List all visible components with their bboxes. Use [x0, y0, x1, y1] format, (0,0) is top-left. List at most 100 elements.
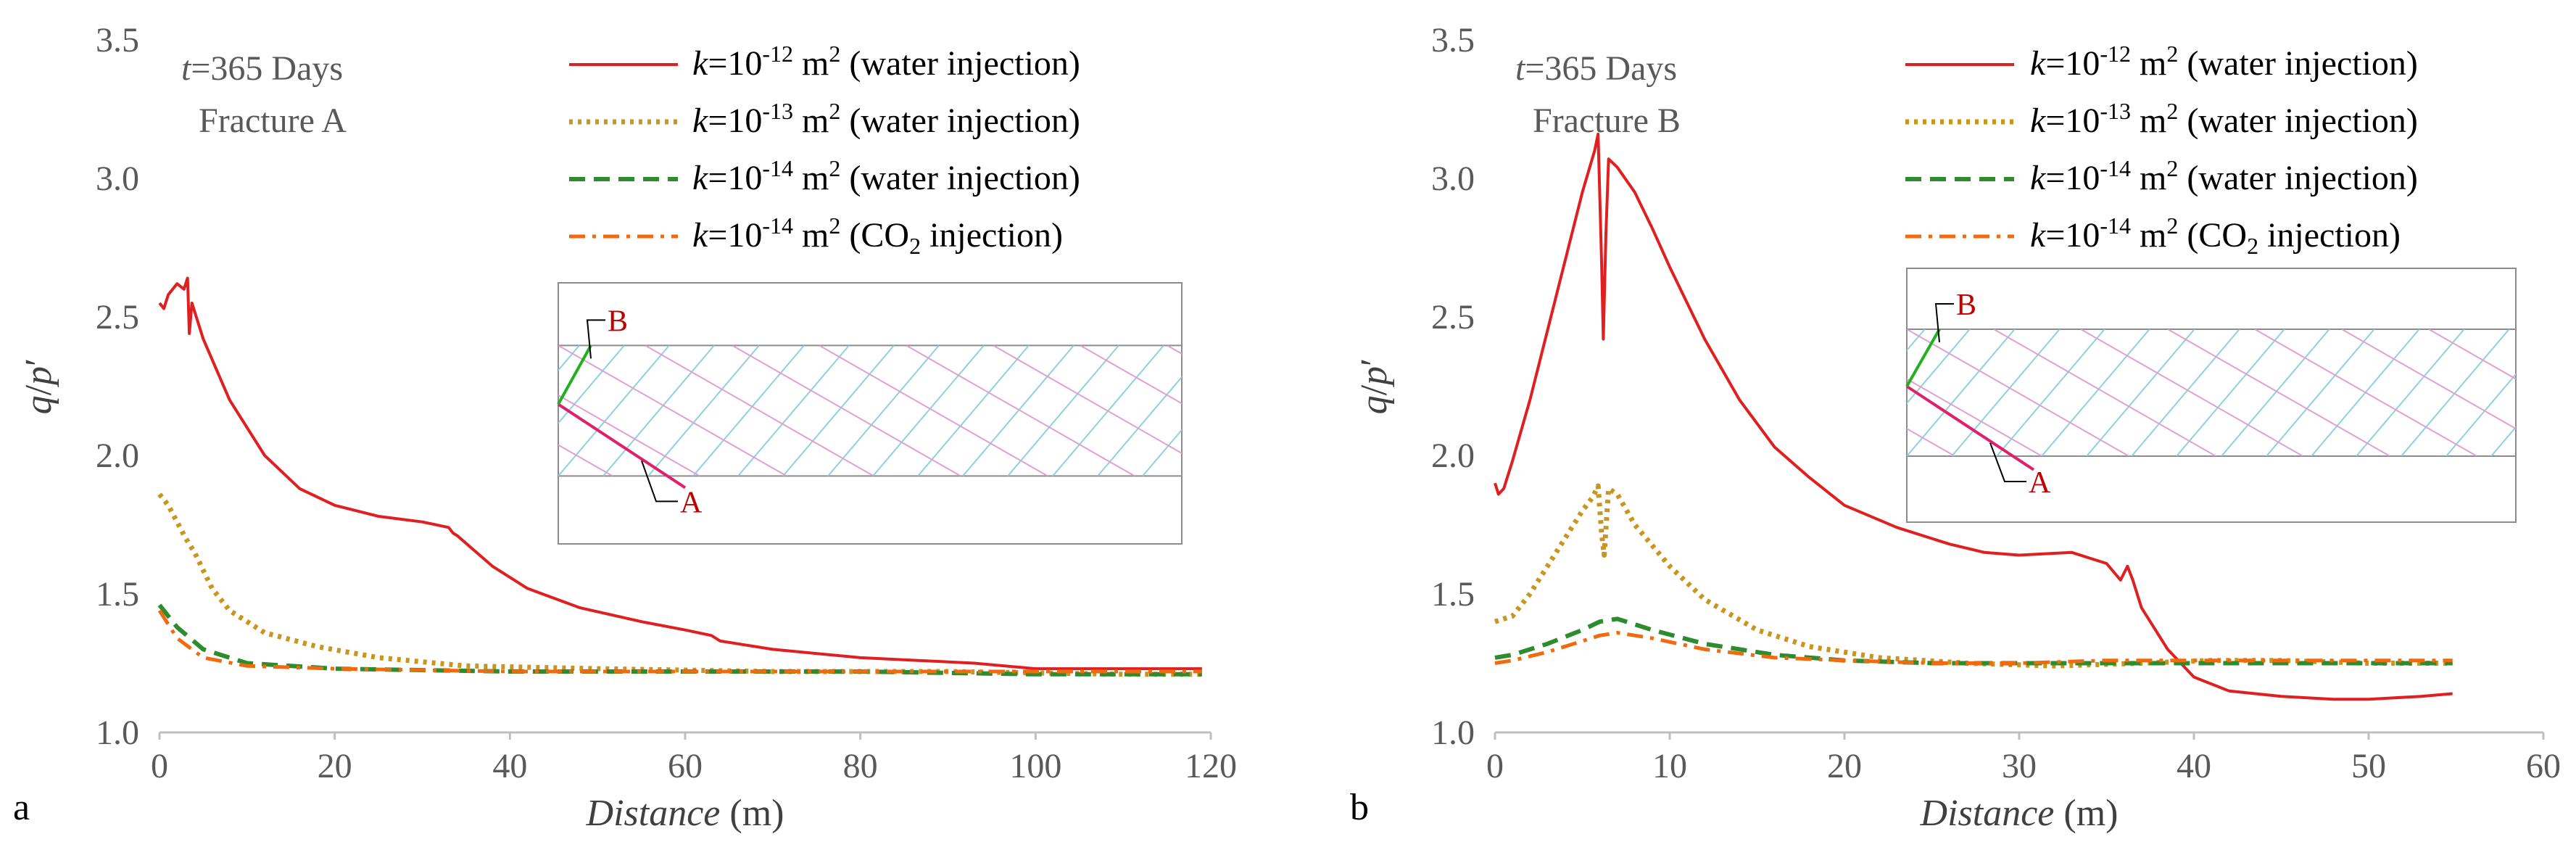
y-axis-title: q/p′ [1354, 358, 1395, 415]
hatch-line-set1 [737, 345, 850, 476]
legend-exponent: -12 [2100, 41, 2131, 67]
y-axis-title: q/p′ [18, 358, 59, 415]
hatch-line-set2 [993, 345, 1182, 455]
hatch-line-set1 [2221, 329, 2330, 456]
hatch-line-set1 [692, 345, 805, 476]
x-axis-title-var: Distance [586, 793, 721, 834]
hatch-line-set1 [647, 345, 760, 476]
hatch-line-set1 [423, 345, 534, 476]
x-tick-label: 40 [2177, 747, 2211, 785]
hatch-line-set2 [1515, 345, 1744, 476]
fracture-annotation: Fracture A [199, 102, 347, 140]
space [2054, 793, 2063, 834]
legend-exponent: -14 [2100, 212, 2131, 239]
hatch-line-set1 [917, 345, 1030, 476]
y-axis-title-q: q [18, 395, 59, 414]
legend-k: k [692, 216, 709, 255]
x-axis-title: Distance (m) [1920, 793, 2119, 834]
hatch-line-set1 [1951, 329, 2061, 456]
legend-k: k [692, 102, 709, 140]
callout-b [1934, 303, 1954, 343]
y-axis-title-p: p [1354, 366, 1395, 388]
legend-exponent: -13 [762, 98, 793, 124]
legend-base: =10 [2045, 44, 2100, 83]
y-axis-title-prime: ′ [18, 358, 59, 366]
x-tick-label: 20 [318, 747, 352, 785]
hatch-line-set2 [2167, 329, 2390, 456]
legend-desc: (water injection) [2178, 44, 2418, 83]
panel-letter: a [13, 787, 30, 828]
x-tick-label: 20 [1827, 747, 1862, 785]
x-tick-label: 0 [1486, 747, 1504, 785]
legend-unit: m [2131, 102, 2166, 140]
inset-label-b: B [1956, 289, 1976, 322]
hatch-line-set1 [2266, 329, 2375, 456]
hatch-line-set2 [2254, 329, 2477, 456]
panel-a: 1.01.52.02.53.03.50 20 40 60 80 100 120Distanc… [13, 21, 1918, 834]
legend-unit: m [793, 44, 829, 83]
hatch-line-set1 [558, 345, 580, 372]
hatch-line-set2 [1646, 329, 1868, 456]
hatch-line-set1 [1996, 329, 2105, 456]
hatch-line-set1 [1727, 329, 1835, 456]
legend-subscript: 2 [909, 233, 921, 259]
y-axis-title-p: p [18, 366, 59, 388]
hatch-line-set1 [2445, 373, 2516, 456]
legend-exponent: -13 [2100, 98, 2131, 124]
y-tick-label: 1.0 [1431, 714, 1475, 752]
legend-desc: (water injection) [2178, 102, 2418, 140]
y-axis-title-q: q [1354, 395, 1395, 414]
hatch-line-set1 [2490, 426, 2516, 456]
fracture-a-line [1905, 385, 2035, 471]
legend-desc-end: injection) [2258, 216, 2401, 255]
series-line-1 [1494, 132, 2453, 701]
legend-desc: (water injection) [840, 44, 1080, 83]
callout-b [586, 319, 605, 359]
legend-k: k [692, 159, 709, 197]
hatch-line-set1 [2356, 329, 2465, 456]
hatch-line-set2 [1907, 378, 2042, 456]
hatch-line-set1 [1233, 345, 1343, 476]
legend-k: k [2030, 216, 2047, 255]
legend-label-1: k=10-12 m2 (water injection) [692, 41, 1080, 83]
legend-unit-exponent: 2 [2166, 155, 2178, 181]
inset-label-a: A [2029, 466, 2051, 500]
time-annotation: t=365 Days [1515, 49, 1677, 88]
hatch-line-set1 [1007, 345, 1119, 476]
hatch-line-set1 [1502, 345, 1613, 476]
callout-a [641, 460, 678, 503]
x-tick-label: 60 [2526, 747, 2561, 785]
x-tick-label: 100 [1009, 747, 1061, 785]
hatch-line-set1 [2131, 329, 2240, 456]
legend-exponent: -12 [762, 41, 793, 67]
hatch-line-set1 [827, 345, 940, 476]
hatch-line-set2 [2515, 329, 2516, 331]
hatch-line-set2 [645, 345, 874, 476]
series-line-3 [1494, 616, 2453, 666]
series-line-3 [157, 603, 1202, 677]
y-axis-title-slash: / [18, 384, 59, 395]
legend-exponent: -14 [762, 212, 793, 239]
y-tick-label: 2.0 [1431, 437, 1475, 475]
hatch-line-set2 [210, 345, 439, 476]
hatch-line-set2 [1689, 345, 1918, 476]
legend-unit-exponent: 2 [2166, 98, 2178, 124]
inset-label-b: B [608, 305, 628, 338]
legend-desc: (water injection) [840, 159, 1080, 197]
hatch-line-set1 [2086, 329, 2195, 456]
x-tick-label: 80 [843, 747, 878, 785]
hatch-line-set1 [1637, 329, 1745, 456]
time-symbol: t [1515, 49, 1526, 88]
hatch-line-set1 [289, 345, 399, 476]
x-tick-label: 120 [1185, 747, 1237, 785]
fracture-annotation: Fracture B [1533, 102, 1681, 140]
hatch-line-set1 [1142, 429, 1182, 476]
legend-desc-start: (CO [840, 216, 909, 255]
hatch-line-set2 [1993, 329, 2216, 456]
hatch-line-set1 [962, 345, 1074, 476]
legend-unit: m [2131, 216, 2166, 255]
hatch-line-set1 [1772, 329, 1880, 456]
legend-label-2: k=10-13 m2 (water injection) [692, 98, 1080, 140]
legend-label-2: k=10-13 m2 (water injection) [2030, 98, 2418, 140]
legend-subscript: 2 [2247, 233, 2258, 259]
